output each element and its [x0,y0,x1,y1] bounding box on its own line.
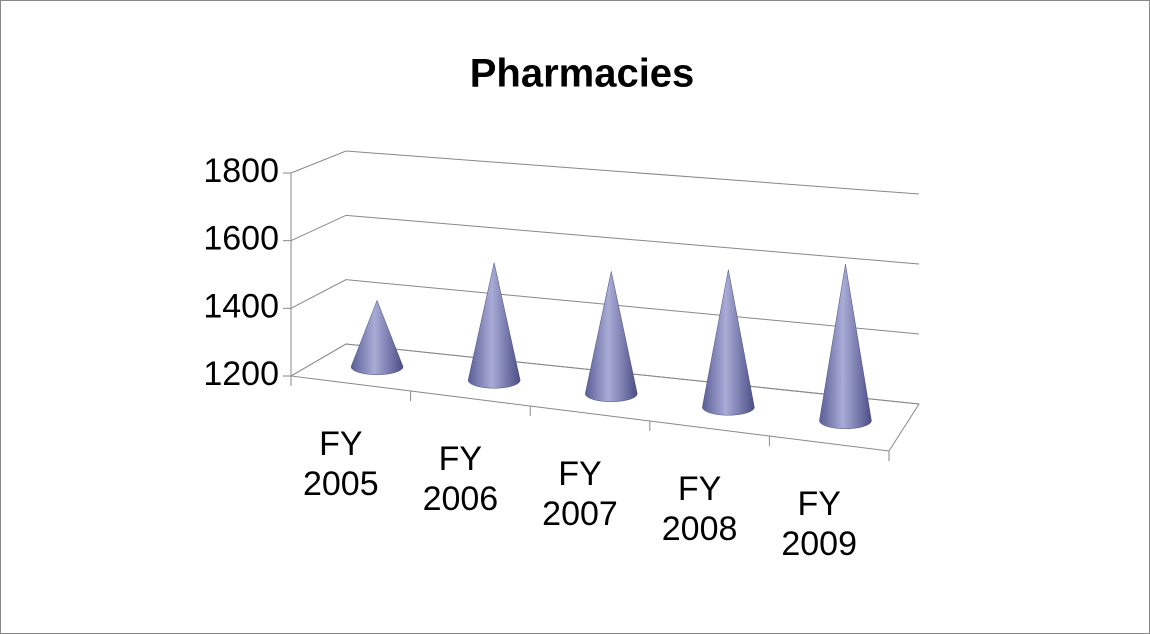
x-tick-label: FY 2005 [302,424,379,503]
grid-line [290,150,920,195]
y-tick-label: 1800 [203,152,279,190]
cone [584,271,638,402]
cone [702,269,755,416]
cone [467,262,521,389]
y-tick-label: 1400 [203,287,279,325]
y-tick-label: 1600 [203,220,279,258]
x-tick-label: FY 2008 [661,469,738,548]
y-tick-label: 1200 [203,355,279,393]
cone [819,264,872,429]
x-tick-label: FY 2007 [542,454,618,533]
cone [350,299,404,375]
x-tick-label: FY 2006 [422,439,499,518]
chart-title: Pharmacies [470,52,695,96]
grid-line [290,214,920,265]
x-tick-label: FY 2009 [781,484,857,563]
